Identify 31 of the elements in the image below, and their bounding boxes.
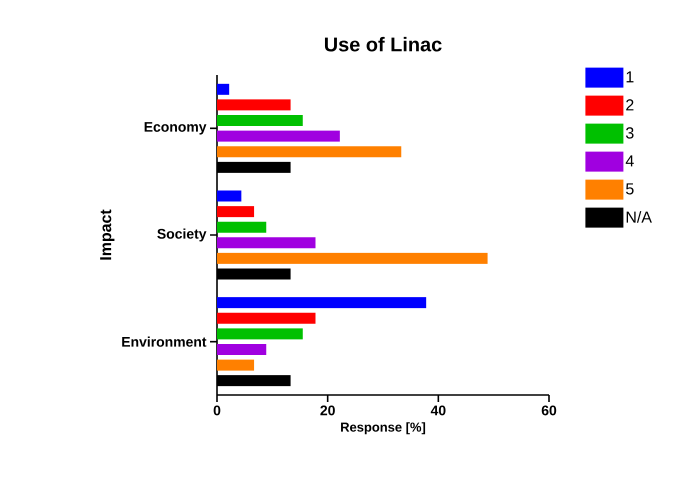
- x-tick-label: 20: [320, 405, 335, 416]
- chart-title: Use of Linac: [324, 36, 442, 52]
- y-tick-label: Society: [157, 228, 206, 242]
- legend-label: 1: [626, 71, 634, 82]
- y-axis-title: Impact: [100, 210, 114, 260]
- bar: [217, 297, 426, 308]
- bar: [217, 146, 402, 158]
- legend-label: 2: [626, 99, 634, 110]
- legend-label: 4: [626, 155, 634, 166]
- legend-label: 5: [626, 183, 634, 194]
- bar: [217, 99, 291, 110]
- bar: [217, 237, 316, 248]
- bar: [217, 130, 340, 142]
- bar: [217, 328, 303, 340]
- bar: [217, 222, 266, 233]
- bar: [217, 360, 254, 371]
- x-tick-label: 60: [542, 405, 556, 416]
- x-tick-label: 40: [430, 405, 446, 416]
- legend-label: 3: [626, 127, 634, 139]
- bar: [217, 115, 303, 126]
- bar: [217, 206, 254, 218]
- bar: [217, 344, 266, 355]
- x-tick-label: 0: [214, 405, 220, 416]
- bar: [217, 252, 488, 264]
- bar: [217, 84, 230, 95]
- x-axis-title: Response [%]: [341, 422, 426, 434]
- bar: [217, 190, 242, 202]
- y-tick-label: Environment: [122, 336, 206, 347]
- y-tick-label: Economy: [144, 122, 206, 135]
- legend-label: N/A: [626, 211, 652, 223]
- bar: [217, 312, 316, 324]
